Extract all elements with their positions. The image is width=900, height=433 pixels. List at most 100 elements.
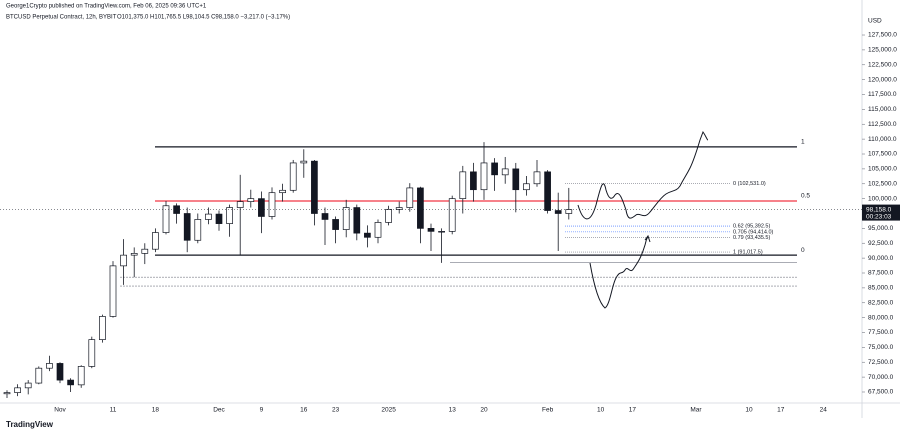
candle-body <box>109 265 117 317</box>
y-tick-label: 95,000.0 <box>868 225 894 232</box>
x-tick-label: Dec <box>213 407 225 414</box>
x-tick-label: 13 <box>449 407 457 414</box>
candle-body <box>512 168 520 191</box>
candle-body <box>554 210 562 214</box>
x-tick-label: Mar <box>690 407 702 414</box>
y-tick-label: 102,500.0 <box>868 180 897 187</box>
y-tick-label: 115,000.0 <box>868 106 897 113</box>
fib-label: 0.79 (93,435.5) <box>733 235 770 241</box>
x-tick-label: 10 <box>745 407 753 414</box>
price-tag <box>862 204 900 221</box>
candle-body <box>215 213 223 224</box>
candle-body <box>311 160 318 214</box>
candle-body <box>374 222 382 238</box>
candle-body <box>544 171 551 211</box>
x-tick-label: 24 <box>820 407 828 414</box>
candle-body <box>385 208 392 223</box>
countdown: 00:23:03 <box>866 213 892 220</box>
candle-body <box>480 162 488 191</box>
candle-body <box>258 198 265 217</box>
candle-body <box>24 382 32 389</box>
candle-body <box>565 209 573 214</box>
currency: USD <box>868 18 882 25</box>
candle-body <box>173 205 180 214</box>
y-tick-label: 117,500.0 <box>868 91 897 98</box>
candle-body <box>14 387 21 393</box>
x-tick-label: 17 <box>777 407 785 414</box>
candle-body <box>395 207 403 210</box>
x-tick-label: 11 <box>110 407 117 414</box>
candle-body <box>321 213 329 220</box>
y-tick-label: 120,000.0 <box>868 76 897 83</box>
chart-title: BTCUSD Perpetual Contract, 12h, BYBIT <box>6 15 117 21</box>
candle-body <box>523 183 530 191</box>
y-tick-label: 107,500.0 <box>868 151 897 158</box>
candle-body <box>226 207 233 224</box>
x-tick-label: 20 <box>480 407 488 414</box>
candle-body <box>268 192 276 217</box>
y-tick-label: 70,000.0 <box>868 374 894 381</box>
y-tick-label: 72,500.0 <box>868 359 894 366</box>
candle-body <box>353 207 361 234</box>
watermark: TradingView <box>6 420 54 429</box>
candle-body <box>183 213 191 241</box>
price-tag-label: 98,158.0 <box>866 206 892 213</box>
y-tick-label: 90,000.0 <box>868 255 894 262</box>
y-tick-label: 67,500.0 <box>868 389 894 396</box>
x-tick-label: Nov <box>54 407 66 414</box>
projection-up <box>577 130 709 220</box>
y-tick-label: 105,000.0 <box>868 166 897 173</box>
fib-label: 0.62 (95,392.5) <box>733 223 770 229</box>
candle-body <box>533 171 541 185</box>
candle-body <box>152 232 159 250</box>
candle-body <box>448 198 456 232</box>
candle-body <box>130 253 138 256</box>
candle-body <box>120 254 127 267</box>
candle-body <box>501 168 509 176</box>
candle-body <box>427 228 435 232</box>
fib-label: 0.705 (94,414.0) <box>733 229 774 235</box>
projection-down <box>589 234 651 309</box>
candle-body <box>141 248 149 254</box>
candle-body <box>56 363 64 381</box>
x-tick-label: 17 <box>629 407 637 414</box>
y-tick-label: 87,500.0 <box>868 270 894 277</box>
candle-body <box>35 367 43 384</box>
candle-body <box>364 232 371 238</box>
candle-body <box>67 379 74 386</box>
candle-body <box>88 339 96 367</box>
candle-body <box>289 162 297 191</box>
y-tick-label: 127,500.0 <box>868 32 897 39</box>
level-label: 0 <box>801 247 805 254</box>
x-tick-label: 16 <box>300 407 308 414</box>
y-tick-label: 80,000.0 <box>868 314 894 321</box>
candle-body <box>438 231 445 233</box>
ohlc-text: O101,375.0 H101,765.5 L98,104.5 C98,158.… <box>117 15 290 21</box>
level-label: 0.5 <box>801 193 810 200</box>
y-tick-label: 92,500.0 <box>868 240 894 247</box>
y-tick-label: 112,500.0 <box>868 121 897 128</box>
candle-body <box>46 363 53 369</box>
y-tick-label: 75,000.0 <box>868 344 894 351</box>
y-tick-label: 85,000.0 <box>868 285 894 292</box>
candle-body <box>99 316 106 340</box>
y-tick-label: 82,500.0 <box>868 299 894 306</box>
x-tick-label: 18 <box>152 407 160 414</box>
candle-body <box>3 392 11 395</box>
x-tick-label: 10 <box>597 407 605 414</box>
y-tick-label: 77,500.0 <box>868 329 894 336</box>
x-tick-label: 23 <box>332 407 340 414</box>
plot: 1 0.5 0 0 (102,531.0) 0.62 (95,392.5)0.705 (… <box>3 139 810 398</box>
x-tick-label: 2025 <box>381 407 396 414</box>
candle-body <box>247 198 255 202</box>
candle-body <box>491 162 498 176</box>
candle-body <box>332 219 339 230</box>
candle-body <box>162 205 170 233</box>
candle-body <box>194 219 202 241</box>
candle-body <box>77 366 85 386</box>
candle-body <box>279 189 286 194</box>
candle-body <box>459 171 467 199</box>
y-tick-label: 100,000.0 <box>868 195 897 202</box>
x-tick-label: 9 <box>260 407 264 414</box>
